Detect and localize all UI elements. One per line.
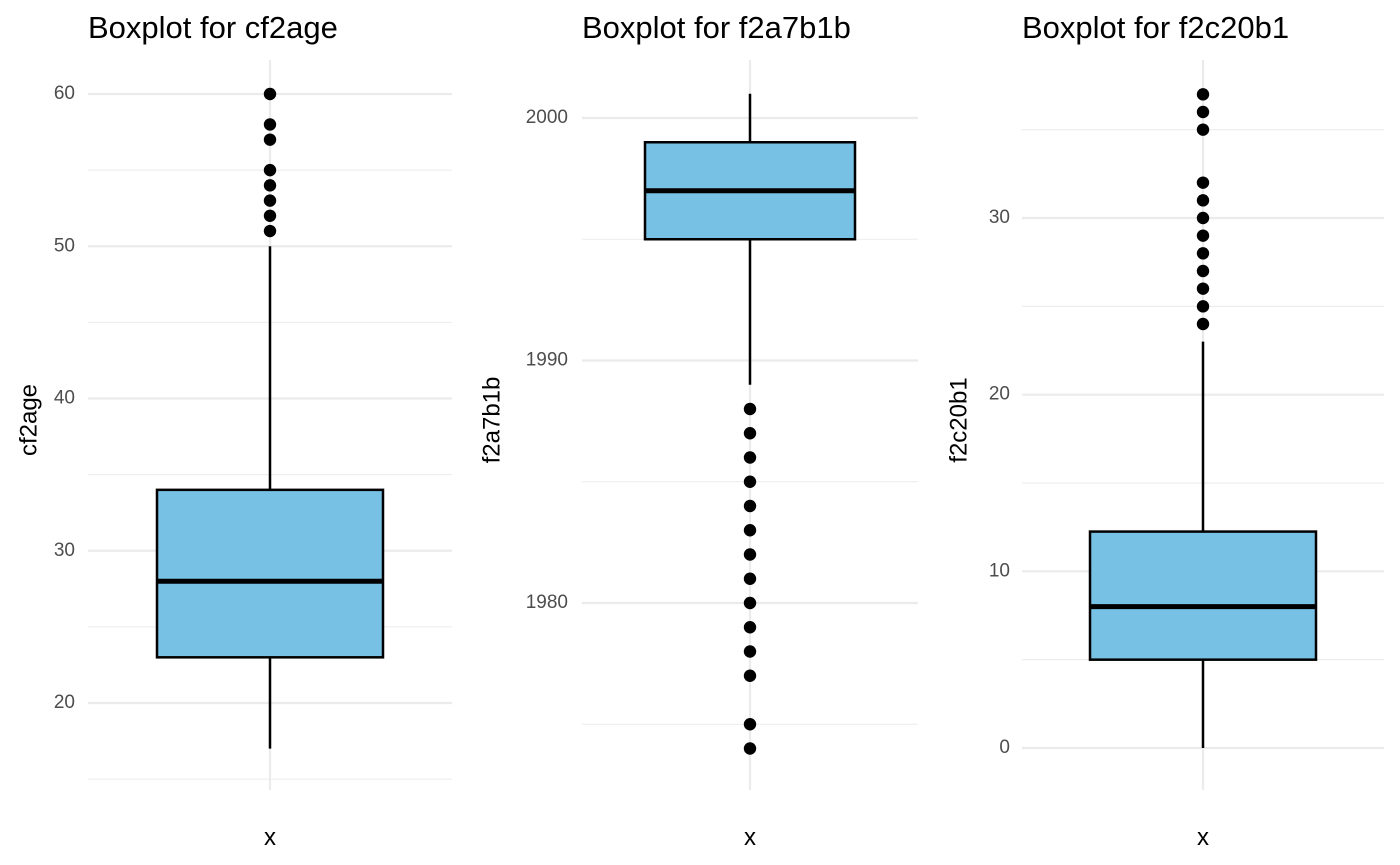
outlier-point xyxy=(263,194,277,207)
outlier-point xyxy=(263,224,277,238)
outlier-point xyxy=(743,475,757,488)
y-tick-label: 30 xyxy=(989,207,1010,228)
y-axis-label: cf2age xyxy=(15,384,42,456)
outlier-point xyxy=(743,524,757,537)
y-tick-label: 10 xyxy=(989,560,1010,581)
outlier-point xyxy=(1196,264,1210,278)
box-iqr xyxy=(155,488,385,659)
outlier-point xyxy=(743,742,757,755)
outlier-point xyxy=(743,645,757,658)
outlier-point xyxy=(743,427,757,440)
outlier-point xyxy=(1196,88,1210,101)
outlier-point xyxy=(263,133,277,146)
outlier-point xyxy=(743,451,757,464)
outlier-point xyxy=(743,669,757,682)
y-tick-label: 50 xyxy=(54,235,75,256)
outlier-point xyxy=(1196,229,1210,242)
outlier-point xyxy=(1196,300,1210,313)
outlier-point xyxy=(1196,176,1210,189)
outlier-point xyxy=(743,499,757,513)
outlier-point xyxy=(1196,105,1210,119)
panel-f2a7b1b: 1980 1990 2000 Boxplot for f2a7b1b x f2a7b1b xyxy=(478,10,918,851)
outlier-point xyxy=(263,209,277,222)
y-tick-label: 40 xyxy=(54,388,75,409)
x-axis-label: x xyxy=(1197,824,1209,851)
outlier-point xyxy=(743,548,757,561)
y-tick-label: 20 xyxy=(54,692,75,713)
y-tick-label: 60 xyxy=(54,83,75,104)
panel-f2c20b1: 0 10 20 30 Boxplot for f2c20b1 x f2c20b1 xyxy=(945,10,1384,851)
outlier-point xyxy=(743,402,757,416)
outlier-point xyxy=(263,87,277,101)
outlier-point xyxy=(263,163,277,177)
chart-title: Boxplot for cf2age xyxy=(88,10,338,45)
y-tick-label: 2000 xyxy=(526,107,568,128)
outlier-point xyxy=(1196,317,1210,331)
outlier-point xyxy=(743,572,757,585)
outlier-point xyxy=(1196,211,1210,225)
panel-cf2age: 20 30 40 50 60 Boxplot for cf2age x cf2age xyxy=(15,10,452,851)
x-axis-label: x xyxy=(264,824,276,851)
y-tick-label: 20 xyxy=(989,384,1010,405)
y-tick-label: 1990 xyxy=(526,350,568,371)
chart-title: Boxplot for f2a7b1b xyxy=(582,10,851,45)
outlier-point xyxy=(263,179,277,192)
outlier-point xyxy=(1196,247,1210,260)
outlier-point xyxy=(1196,282,1210,295)
box-iqr xyxy=(1088,530,1318,661)
outlier-point xyxy=(743,718,757,731)
y-axis-label: f2a7b1b xyxy=(478,377,505,464)
outlier-point xyxy=(263,118,277,131)
outlier-point xyxy=(743,621,757,634)
y-tick-label: 1980 xyxy=(526,592,568,613)
y-axis-label: f2c20b1 xyxy=(945,377,972,462)
x-axis-label: x xyxy=(744,824,756,851)
y-tick-label: 0 xyxy=(999,737,1010,758)
outlier-point xyxy=(1196,123,1210,136)
outlier-point xyxy=(1196,194,1210,207)
chart-title: Boxplot for f2c20b1 xyxy=(1022,10,1289,45)
y-tick-label: 30 xyxy=(54,540,75,561)
outlier-point xyxy=(743,596,757,610)
